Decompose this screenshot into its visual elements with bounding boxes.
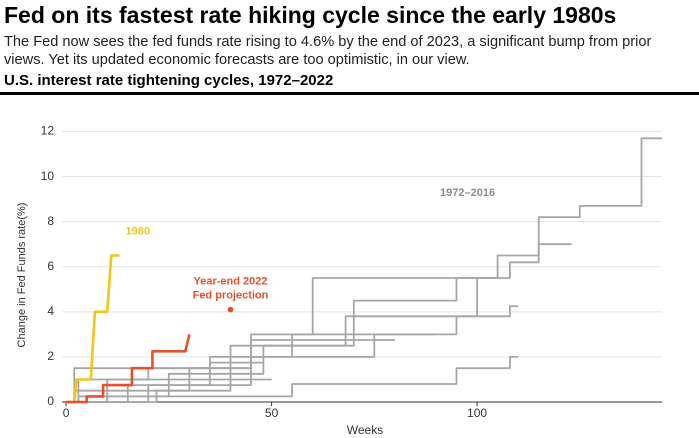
series-line: [66, 334, 191, 404]
y-axis-label: Change in Fed Funds rate(%): [16, 203, 28, 348]
x-tick-label: 100: [467, 406, 487, 420]
y-tick-label: 10: [41, 169, 55, 183]
y-tick-label: 8: [47, 214, 54, 228]
projection-label: Year-end 2022: [193, 275, 267, 287]
x-tick-label: 50: [265, 406, 279, 420]
projection-label: Fed projection: [193, 289, 269, 301]
title: Fed on its fastest rate hiking cycle sin…: [4, 2, 617, 28]
x-tick-label: 0: [63, 406, 70, 420]
y-tick-label: 12: [41, 124, 55, 138]
series-line: [66, 243, 572, 403]
y-tick-label: 4: [47, 304, 54, 318]
series-line: [66, 137, 662, 403]
y-tick-label: 6: [47, 259, 54, 273]
annotation: 1972–2016: [440, 187, 495, 199]
x-axis-label: Weeks: [347, 423, 383, 437]
y-tick-label: 2: [47, 349, 54, 363]
projection-point: [227, 306, 234, 313]
chart-title: U.S. interest rate tightening cycles, 19…: [4, 72, 334, 89]
subtitle: The Fed now sees the fed funds rate risi…: [4, 34, 652, 68]
series-label: 1980: [126, 225, 150, 237]
series-line: [66, 305, 519, 403]
y-tick-label: 0: [47, 394, 54, 408]
series-line: [66, 378, 272, 403]
series-line: [66, 254, 120, 404]
rule: [0, 92, 699, 95]
